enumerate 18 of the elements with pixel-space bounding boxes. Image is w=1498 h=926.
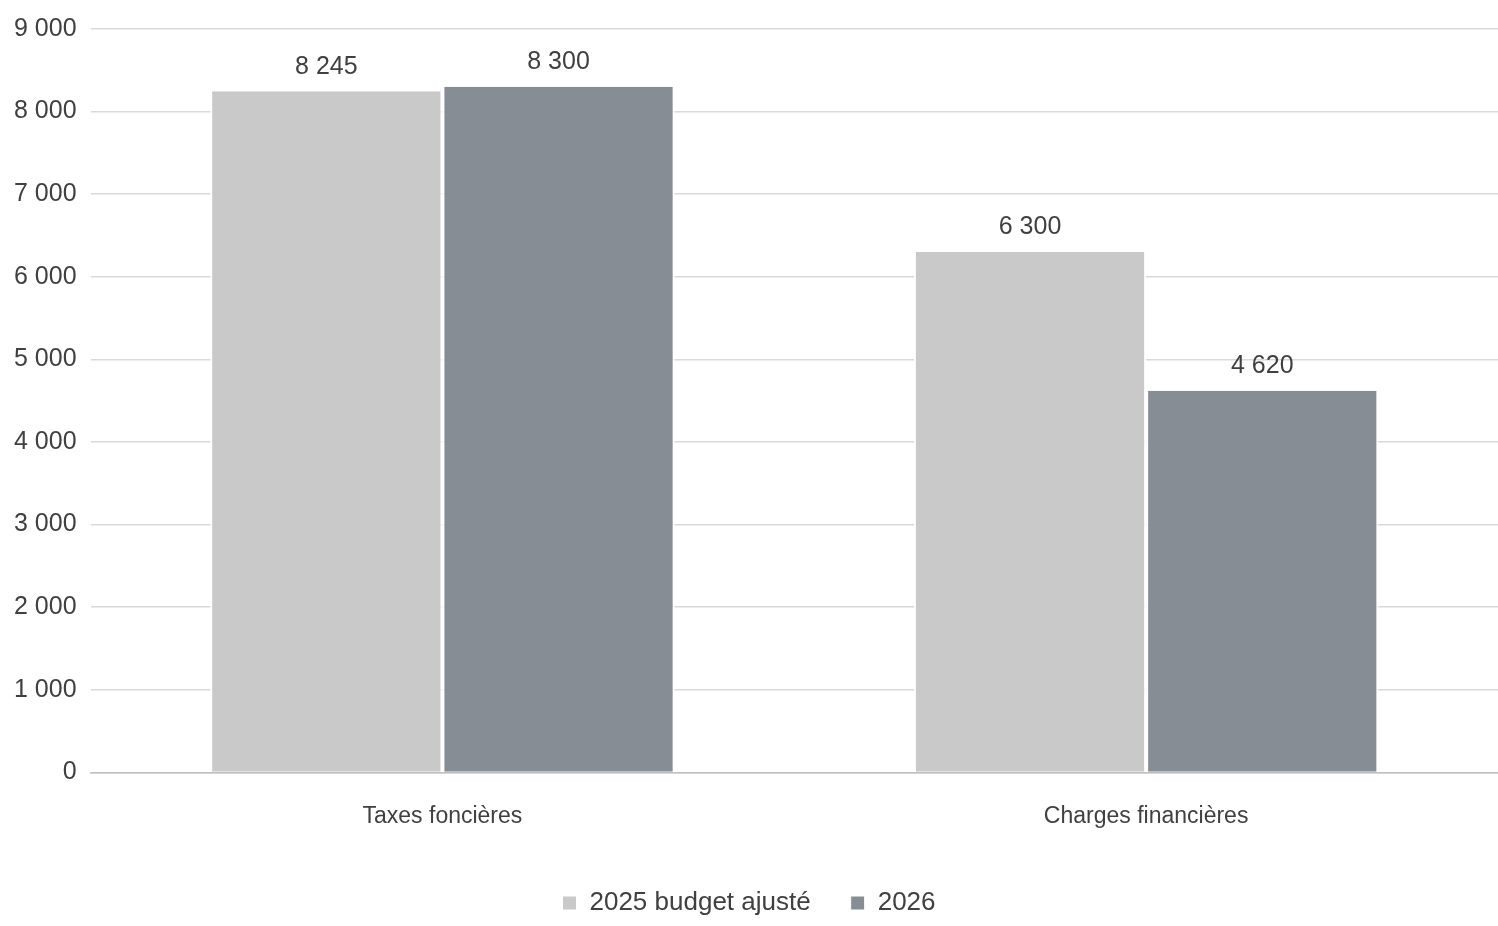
y-tick-label: 7 000 bbox=[14, 178, 77, 207]
x-tick-label: Taxes foncières bbox=[362, 801, 523, 828]
data-label: 8 245 bbox=[295, 50, 358, 79]
y-tick-label: 9 000 bbox=[14, 12, 77, 41]
data-label: 4 620 bbox=[1230, 350, 1294, 379]
data-label: 6 300 bbox=[998, 211, 1062, 240]
data-label: 8 300 bbox=[527, 46, 590, 75]
y-tick-label: 5 000 bbox=[14, 343, 77, 372]
y-tick-label: 6 000 bbox=[14, 260, 77, 289]
legend-label: 2026 bbox=[877, 886, 936, 917]
y-tick-label: 2 000 bbox=[14, 591, 77, 620]
y-tick-label: 8 000 bbox=[14, 95, 77, 124]
x-tick-label: Charges financières bbox=[1043, 801, 1249, 828]
y-tick-label: 4 000 bbox=[14, 425, 77, 454]
y-tick-label: 0 bbox=[62, 756, 77, 785]
y-tick-label: 3 000 bbox=[14, 508, 77, 537]
y-tick-label: 1 000 bbox=[14, 673, 77, 702]
legend-label: 2025 budget ajusté bbox=[589, 886, 811, 917]
